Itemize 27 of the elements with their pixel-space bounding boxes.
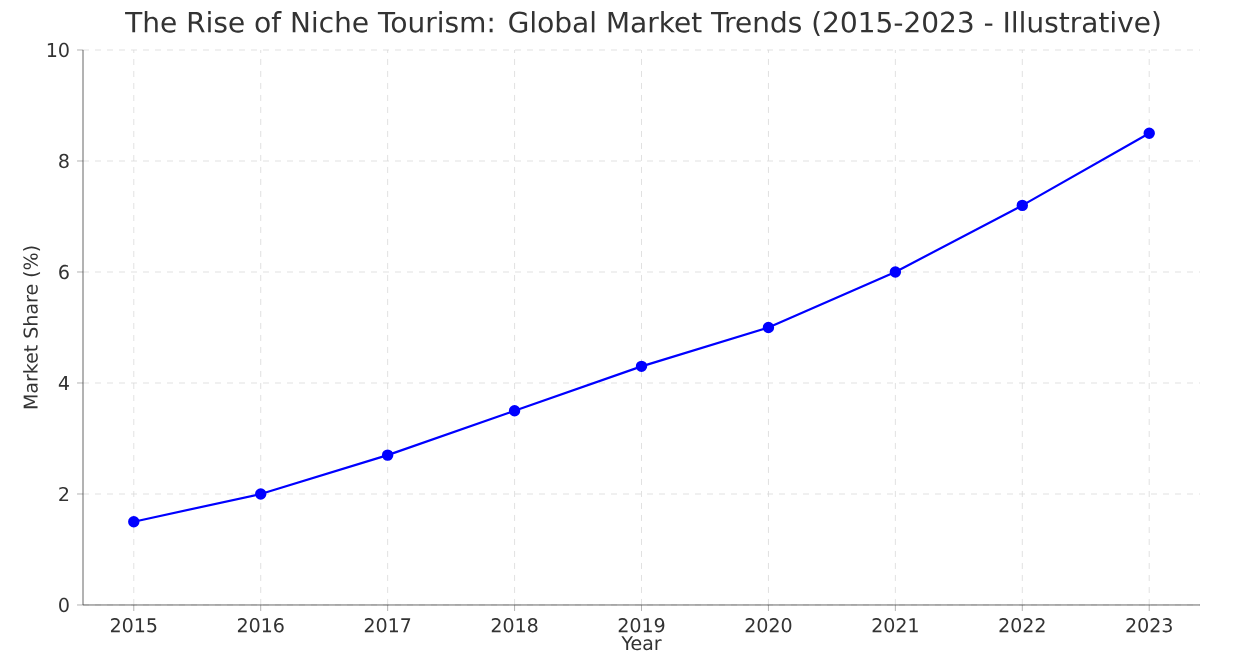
x-axis-title: Year — [621, 636, 662, 651]
x-tick-label: 2019 — [618, 618, 665, 633]
y-tick-label: 10 — [47, 42, 69, 58]
x-tick-label: 2017 — [364, 618, 411, 633]
x-tick-label: 2021 — [872, 618, 918, 633]
point — [508, 405, 521, 417]
y-tick-label: 8 — [59, 153, 69, 169]
point — [1016, 199, 1028, 212]
point — [1143, 127, 1155, 139]
x-tick-label: 2022 — [999, 618, 1045, 633]
point — [762, 321, 775, 334]
x-tick-label: 2015 — [110, 618, 157, 633]
y-tick-label: 4 — [58, 376, 69, 390]
point — [255, 488, 267, 500]
x-tick-label: 2016 — [237, 618, 284, 633]
y-tick-label: 0 — [59, 597, 69, 613]
y-tick-label: 6 — [59, 264, 69, 280]
y-tick-label: 2 — [59, 486, 69, 502]
point — [889, 266, 902, 278]
point — [381, 449, 394, 461]
x-tick-label: 2020 — [745, 618, 792, 633]
x-tick-label: 2023 — [1126, 618, 1172, 633]
y-axis-title: Market Share (%) — [23, 246, 41, 409]
x-tick-label: 2018 — [491, 618, 538, 633]
chart-title: The Rise of Niche Tourism: Global Market Trends (2015-2023 - Illustrative) — [125, 11, 1160, 37]
point — [128, 516, 140, 528]
point — [635, 360, 648, 373]
